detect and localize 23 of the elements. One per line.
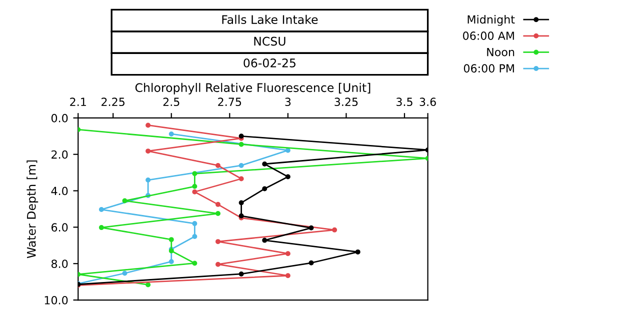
legend-label: Noon: [487, 48, 514, 56]
y-tick-label: 2.0: [52, 150, 68, 159]
y-tick-label: 6.0: [52, 223, 68, 232]
x-tick-label: 3.25: [334, 98, 358, 106]
y-tick-label: 0.0: [51, 114, 68, 122]
x-tick-label: 2.75: [218, 98, 242, 106]
x-tick-label: 3.5: [396, 98, 412, 106]
text: 06-02-25: [244, 58, 296, 68]
y-axis-title: Water Depth [m]: [26, 160, 38, 258]
legend-label: Midnight: [468, 15, 515, 26]
x-tick-label: 3.6: [420, 98, 436, 106]
chart-title: Falls Lake Intake: [222, 14, 318, 24]
legend-label: 06:00 PM: [464, 64, 514, 73]
x-tick-label: 2.5: [163, 98, 180, 106]
legend-label: 06:00 AM: [463, 32, 514, 40]
y-tick-label: 8.0: [51, 260, 68, 268]
x-tick-label: 2.25: [102, 98, 124, 106]
chart-subtitle: NCSU: [254, 36, 286, 46]
y-tick-label: 10.0: [44, 296, 68, 304]
x-tick-label: 2.1: [70, 98, 86, 106]
y-tick-label: 4.0: [51, 186, 68, 196]
x-axis-title: Chlorophyll Relative Fluorescence [Unit]: [135, 82, 370, 94]
x-tick-label: 3: [285, 98, 291, 106]
